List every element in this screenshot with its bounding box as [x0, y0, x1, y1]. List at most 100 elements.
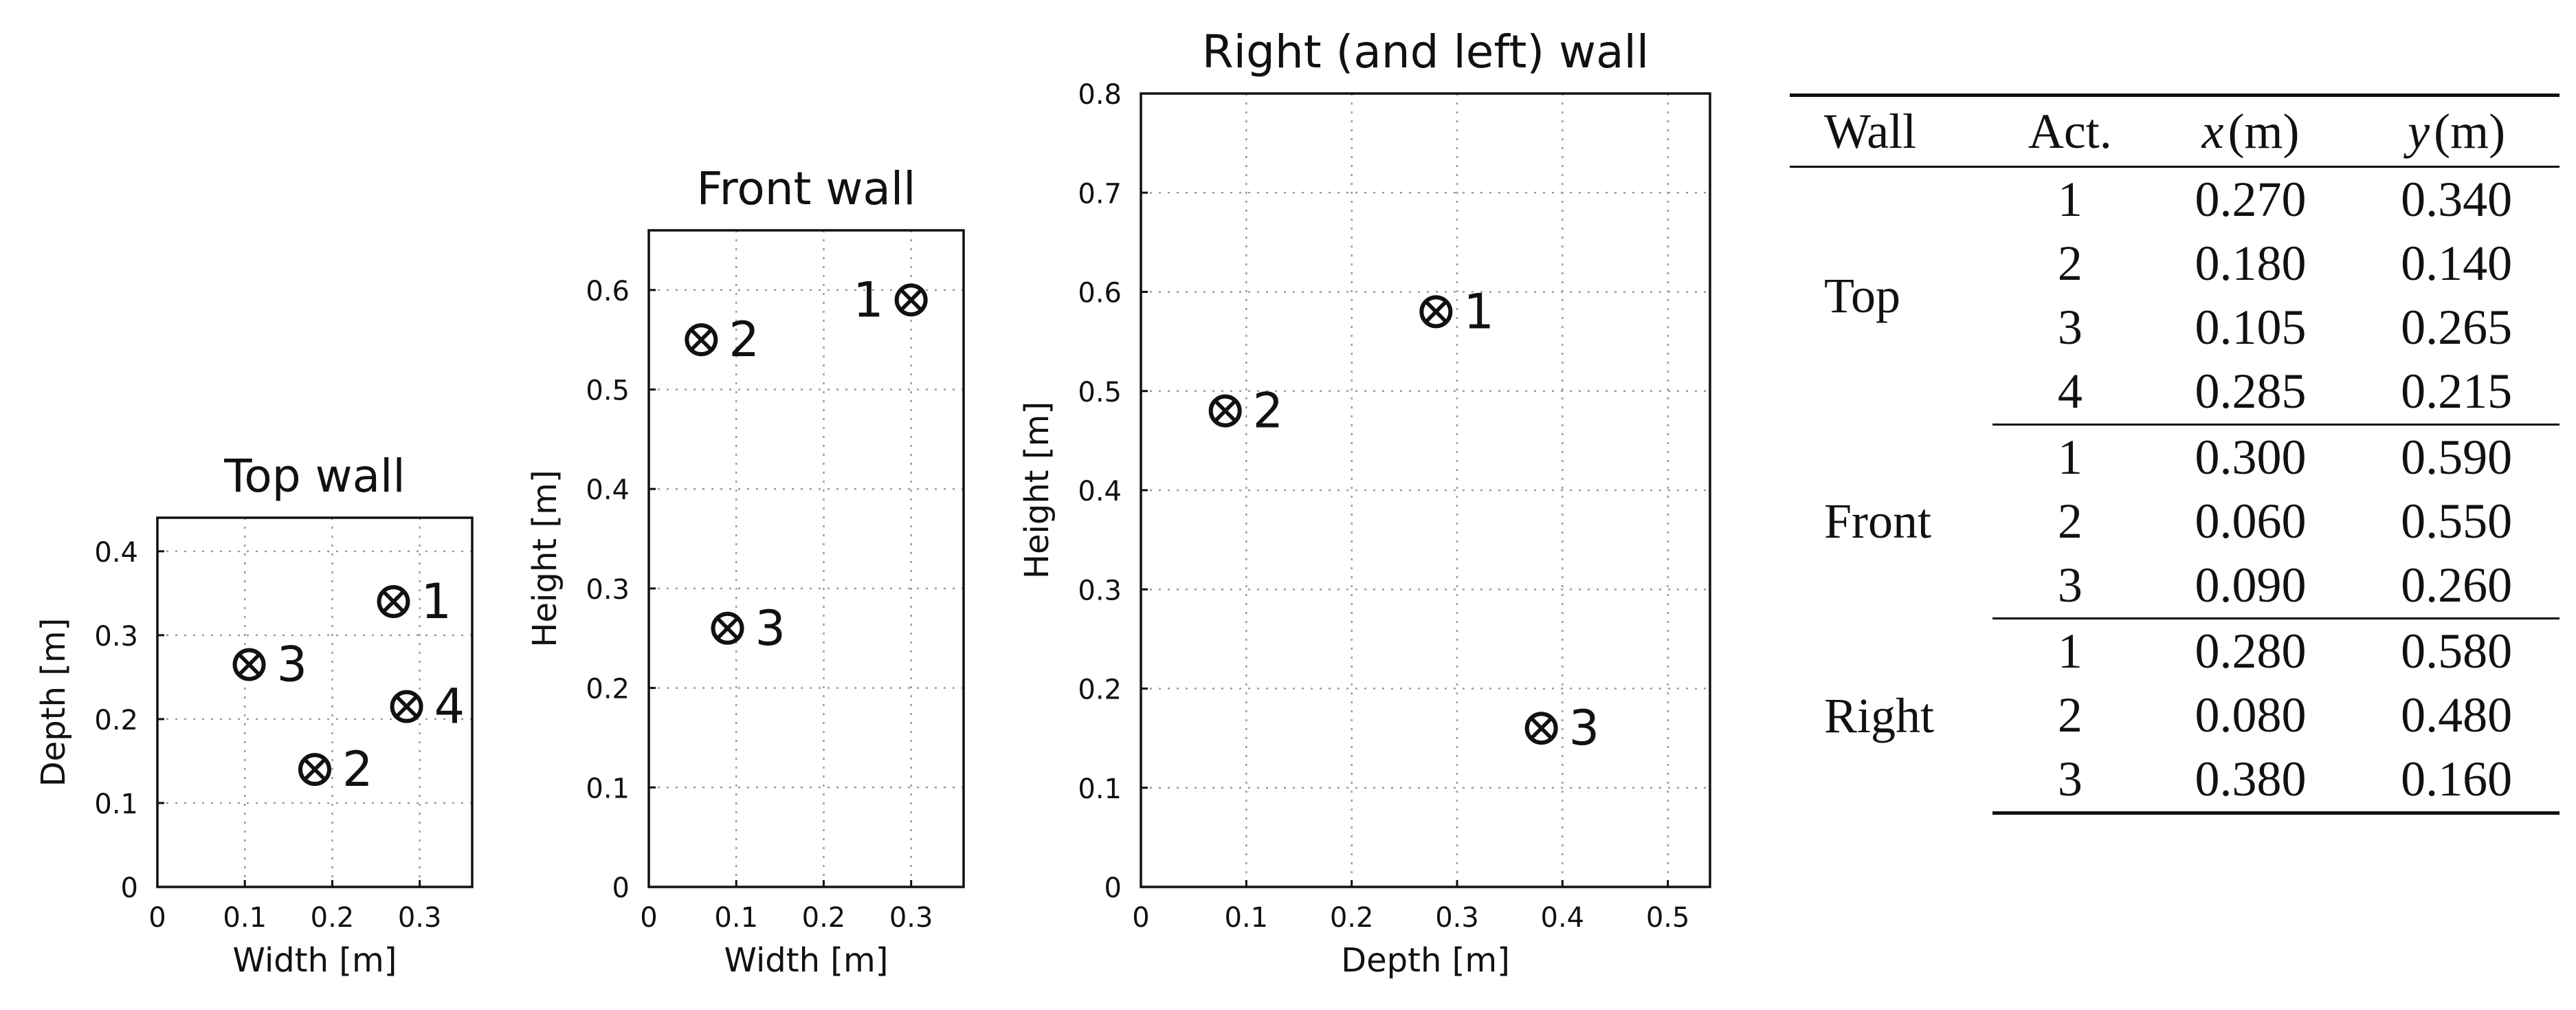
- actuator-label: 4: [434, 679, 465, 735]
- actuator-marker-cross: [381, 590, 406, 613]
- act-cell: 3: [1992, 747, 2148, 815]
- col-header-x-symbol: x: [2201, 103, 2224, 159]
- x-tick-label: 0.5: [1646, 902, 1690, 934]
- y-cell: 0.260: [2401, 558, 2513, 613]
- act-cell: 2: [2057, 494, 2083, 549]
- act-cell: 4: [2057, 364, 2083, 419]
- table-header-row: Wall Act. x (m) y (m): [1790, 95, 2560, 168]
- y-tick-label: 0.5: [1078, 377, 1122, 408]
- y-tick-label: 0.8: [1078, 79, 1122, 111]
- actuator-marker-cross: [715, 616, 740, 640]
- actuator-positions-table: Wall Act. x (m) y (m) Top 1 0.270 0.340 2 0.1…: [1790, 94, 2560, 815]
- wall-cell: Top: [1824, 268, 1900, 324]
- y-tick-label: 0.3: [94, 621, 138, 652]
- actuator-label: 1: [1463, 283, 1494, 340]
- y-tick-label: 0.6: [1078, 278, 1122, 309]
- wall-cell: Front: [1824, 494, 1932, 549]
- table-row: 2 0.080 0.480: [1790, 683, 2560, 747]
- y-cell: 0.590: [2353, 424, 2560, 490]
- x-tick-label: 0.3: [1435, 902, 1479, 934]
- act-cell: 1: [1992, 617, 2148, 683]
- x-axis-label: Depth [m]: [1341, 941, 1510, 980]
- table-row: 2 0.180 0.140: [1790, 232, 2560, 296]
- y-tick-label: 0.4: [586, 474, 630, 506]
- y-tick-label: 0.3: [586, 574, 630, 606]
- x-cell: 0.105: [2195, 300, 2307, 355]
- actuator-marker-cross: [237, 652, 261, 677]
- chart-title: Top wall: [223, 450, 405, 503]
- table-row: Top 1 0.270 0.340: [1790, 167, 2560, 323]
- plot-frame: [156, 516, 474, 888]
- x-tick-label: 0.2: [1330, 902, 1374, 934]
- x-tick-label: 0.2: [311, 902, 355, 934]
- plot-frame: [647, 229, 965, 888]
- x-tick-label: 0.1: [1225, 902, 1269, 934]
- x-axis-label: Width [m]: [233, 941, 397, 980]
- act-cell: 3: [2057, 300, 2083, 355]
- table-row: Right 1 0.280 0.580: [1790, 617, 2560, 743]
- actuator-marker-cross: [1529, 716, 1553, 740]
- y-axis-label: Height [m]: [1018, 402, 1056, 579]
- x-cell: 0.090: [2195, 558, 2307, 613]
- y-tick-label: 0: [1104, 872, 1122, 904]
- actuator-marker-cross: [899, 288, 923, 312]
- actuator-label: 1: [853, 272, 884, 328]
- x-cell: 0.270: [2195, 172, 2307, 227]
- actuator-label: 3: [755, 600, 786, 657]
- actuator-label: 2: [729, 311, 759, 368]
- table-body: Top 1 0.270 0.340 2 0.180 0.140 3 0.105 0.265 4 0.2…: [1790, 167, 2560, 815]
- table-row: 3 0.380 0.160: [1790, 747, 2560, 815]
- actuator-marker-cross: [1213, 399, 1237, 423]
- actuator-marker-cross: [1424, 300, 1448, 324]
- actuator-label: 2: [342, 741, 373, 798]
- y-tick-label: 0: [121, 872, 138, 904]
- y-cell: 0.550: [2401, 494, 2513, 549]
- y-tick-label: 0.5: [586, 375, 630, 407]
- table-row: 4 0.285 0.215: [1790, 360, 2560, 425]
- table-row: 3 0.090 0.260: [1790, 553, 2560, 619]
- table-row: Front 1 0.300 0.590: [1790, 424, 2560, 549]
- x-cell: 0.380: [2147, 747, 2354, 815]
- y-axis-label: Height [m]: [526, 470, 564, 647]
- y-cell: 0.340: [2401, 172, 2513, 227]
- act-cell: 3: [2057, 558, 2083, 613]
- y-cell: 0.480: [2401, 688, 2513, 743]
- x-tick-label: 0.2: [802, 902, 846, 934]
- y-tick-label: 0.2: [586, 674, 630, 705]
- act-cell: 1: [2057, 172, 2083, 227]
- actuator-table: Wall Act. x (m) y (m) Top 1 0.270 0.340 2 0.1…: [1790, 94, 2560, 815]
- x-axis-label: Width [m]: [724, 941, 889, 980]
- actuator-marker-cross: [689, 328, 713, 351]
- actuator-marker-cross: [303, 758, 326, 781]
- y-tick-label: 0.2: [94, 705, 138, 736]
- y-cell: 0.265: [2401, 300, 2513, 355]
- y-cell: 0.580: [2353, 617, 2560, 683]
- y-tick-label: 0.6: [586, 276, 630, 307]
- actuator-label: 1: [421, 573, 452, 630]
- y-cell: 0.140: [2401, 236, 2513, 291]
- col-header-act: Act.: [1992, 95, 2148, 168]
- wall-cell: Right: [1824, 688, 1935, 743]
- actuator-label: 2: [1253, 383, 1284, 439]
- x-tick-label: 0: [1132, 902, 1149, 934]
- col-header-x: x (m): [2147, 95, 2354, 168]
- x-cell: 0.180: [2195, 236, 2307, 291]
- y-axis-label: Depth [m]: [34, 618, 73, 787]
- y-cell: 0.215: [2401, 364, 2513, 419]
- charts-canvas: 0 0.1 0.2 0.3 0 0.1 0.2 0.3 0.4 Width [m] Depth [m…: [34, 25, 1711, 980]
- table-row: 3 0.105 0.265: [1790, 296, 2560, 360]
- y-tick-label: 0.4: [94, 537, 138, 569]
- col-header-y-unit: (m): [2434, 103, 2506, 159]
- x-tick-label: 0.1: [223, 902, 267, 934]
- chart-title: Right (and left) wall: [1202, 25, 1649, 78]
- y-tick-label: 0.1: [586, 773, 630, 804]
- table-row: 2 0.060 0.550: [1790, 490, 2560, 553]
- y-tick-label: 0: [612, 872, 630, 904]
- x-tick-label: 0.3: [398, 902, 442, 934]
- col-header-y: y (m): [2353, 95, 2560, 168]
- col-header-y-symbol: y: [2408, 103, 2430, 159]
- y-tick-label: 0.7: [1078, 178, 1122, 210]
- col-header-wall: Wall: [1790, 95, 1992, 168]
- act-cell: 2: [2057, 688, 2083, 743]
- actuator-marker-cross: [395, 694, 419, 718]
